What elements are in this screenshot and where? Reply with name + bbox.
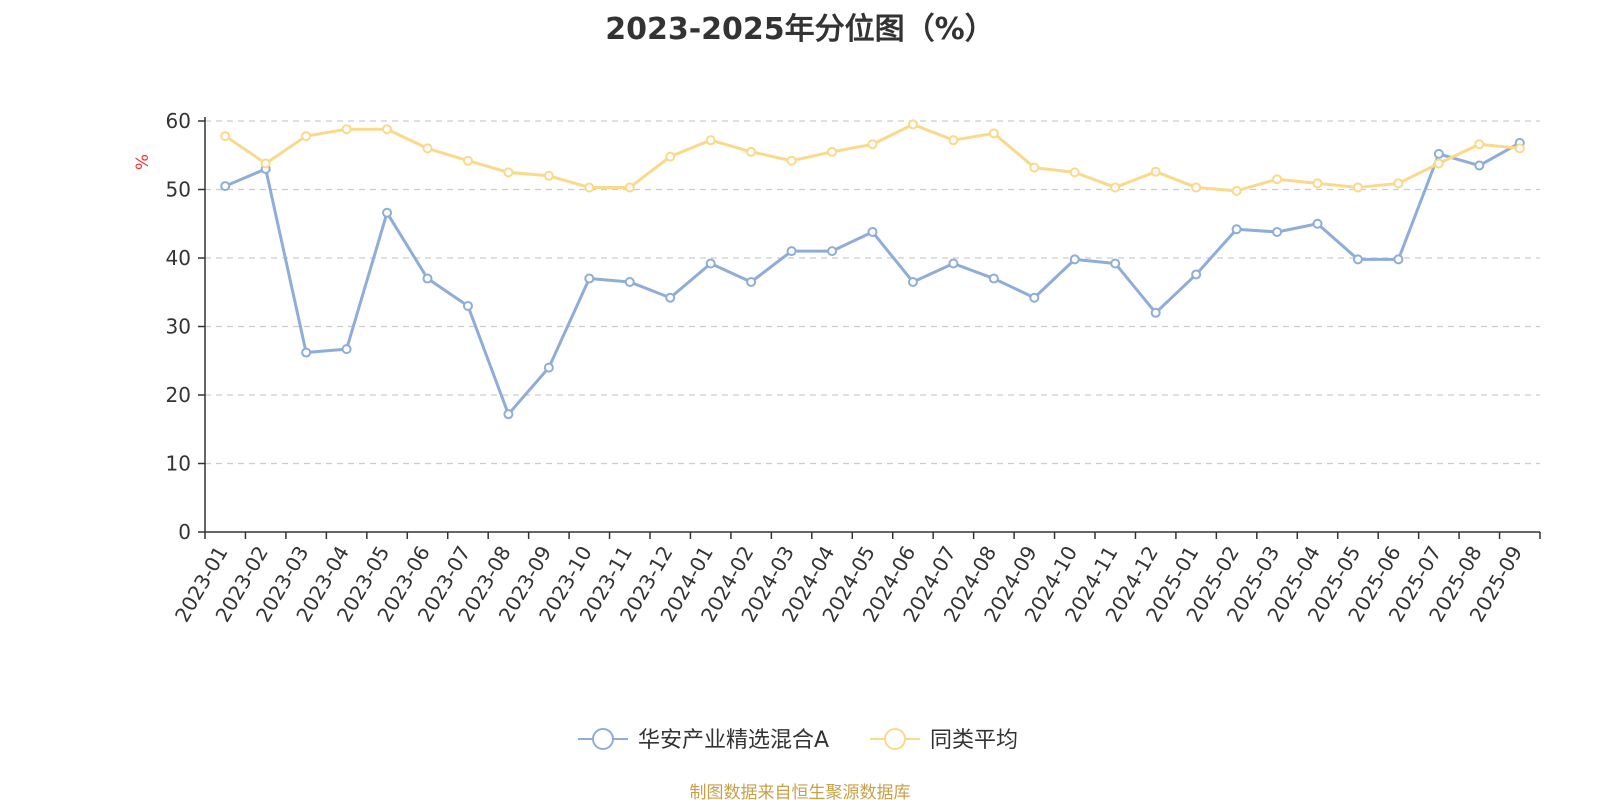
- data-point: [1393, 178, 1404, 189]
- data-point: [301, 131, 312, 142]
- data-point: [341, 344, 352, 355]
- data-point: [1393, 254, 1404, 265]
- data-point: [1191, 269, 1202, 280]
- data-point: [746, 276, 757, 287]
- data-point: [705, 135, 716, 146]
- data-point: [1231, 185, 1242, 196]
- data-point: [665, 292, 676, 303]
- legend-item: 华安产业精选混合A: [578, 728, 829, 753]
- data-point: [1029, 162, 1040, 173]
- data-point: [1312, 218, 1323, 229]
- data-point: [1069, 254, 1080, 265]
- legend-marker: [884, 728, 906, 750]
- data-point: [948, 258, 959, 269]
- data-point: [1110, 182, 1121, 193]
- data-point: [1474, 160, 1485, 171]
- data-point: [827, 146, 838, 157]
- axis-layer: 0102030405060%2023-012023-022023-032023-…: [133, 109, 1541, 626]
- data-point: [988, 128, 999, 139]
- data-point: [422, 273, 433, 284]
- data-point: [1231, 224, 1242, 235]
- data-point: [867, 139, 878, 150]
- data-point: [988, 273, 999, 284]
- data-point: [907, 276, 918, 287]
- legend: 华安产业精选混合A 同类平均: [578, 728, 1018, 753]
- data-point: [220, 131, 231, 142]
- series-1: [220, 137, 1525, 420]
- data-point: [382, 207, 393, 218]
- data-point: [503, 167, 514, 178]
- legend-marker: [592, 728, 614, 750]
- data-point: [1150, 307, 1161, 318]
- data-point: [584, 182, 595, 193]
- data-point: [382, 124, 393, 135]
- data-point: [1150, 166, 1161, 177]
- data-point: [948, 135, 959, 146]
- data-point: [584, 273, 595, 284]
- data-point: [1474, 139, 1485, 150]
- y-tick-label: 30: [166, 315, 191, 339]
- grid-layer: [205, 120, 1540, 465]
- y-tick-label: 0: [178, 520, 191, 544]
- data-point: [1514, 143, 1525, 154]
- data-point: [1069, 167, 1080, 178]
- data-point: [422, 143, 433, 154]
- source-note: 制图数据来自恒生聚源数据库: [689, 783, 911, 800]
- data-point: [867, 226, 878, 237]
- data-point: [503, 409, 514, 420]
- data-point: [462, 300, 473, 311]
- data-point: [1433, 148, 1444, 159]
- y-tick-label: 50: [166, 178, 191, 202]
- data-point: [341, 124, 352, 135]
- data-point: [624, 182, 635, 193]
- data-point: [260, 158, 271, 169]
- data-point: [462, 155, 473, 166]
- data-point: [746, 146, 757, 157]
- data-point: [1272, 174, 1283, 185]
- data-point: [705, 258, 716, 269]
- data-point: [543, 170, 554, 181]
- data-point: [1352, 182, 1363, 193]
- y-tick-label: 60: [166, 109, 191, 133]
- data-point: [1272, 226, 1283, 237]
- data-point: [665, 151, 676, 162]
- data-point: [1312, 178, 1323, 189]
- data-point: [220, 181, 231, 192]
- data-point: [1110, 258, 1121, 269]
- y-tick-label: 20: [166, 383, 191, 407]
- series-2: [220, 119, 1525, 196]
- series-layer: [220, 119, 1525, 420]
- data-point: [827, 246, 838, 257]
- data-point: [1191, 182, 1202, 193]
- chart-title: 2023-2025年分位图（%）: [605, 12, 995, 47]
- legend-label: 同类平均: [930, 728, 1018, 753]
- data-point: [543, 362, 554, 373]
- y-tick-label: 40: [166, 246, 191, 270]
- legend-label: 华安产业精选混合A: [638, 728, 829, 753]
- data-point: [786, 246, 797, 257]
- data-point: [301, 347, 312, 358]
- data-point: [1352, 254, 1363, 265]
- data-point: [1433, 158, 1444, 169]
- data-point: [786, 155, 797, 166]
- y-axis-label: %: [133, 154, 153, 170]
- data-point: [1029, 292, 1040, 303]
- series-line: [224, 122, 1520, 193]
- y-tick-label: 10: [166, 452, 191, 476]
- data-point: [624, 276, 635, 287]
- data-point: [907, 119, 918, 130]
- legend-item: 同类平均: [870, 728, 1018, 753]
